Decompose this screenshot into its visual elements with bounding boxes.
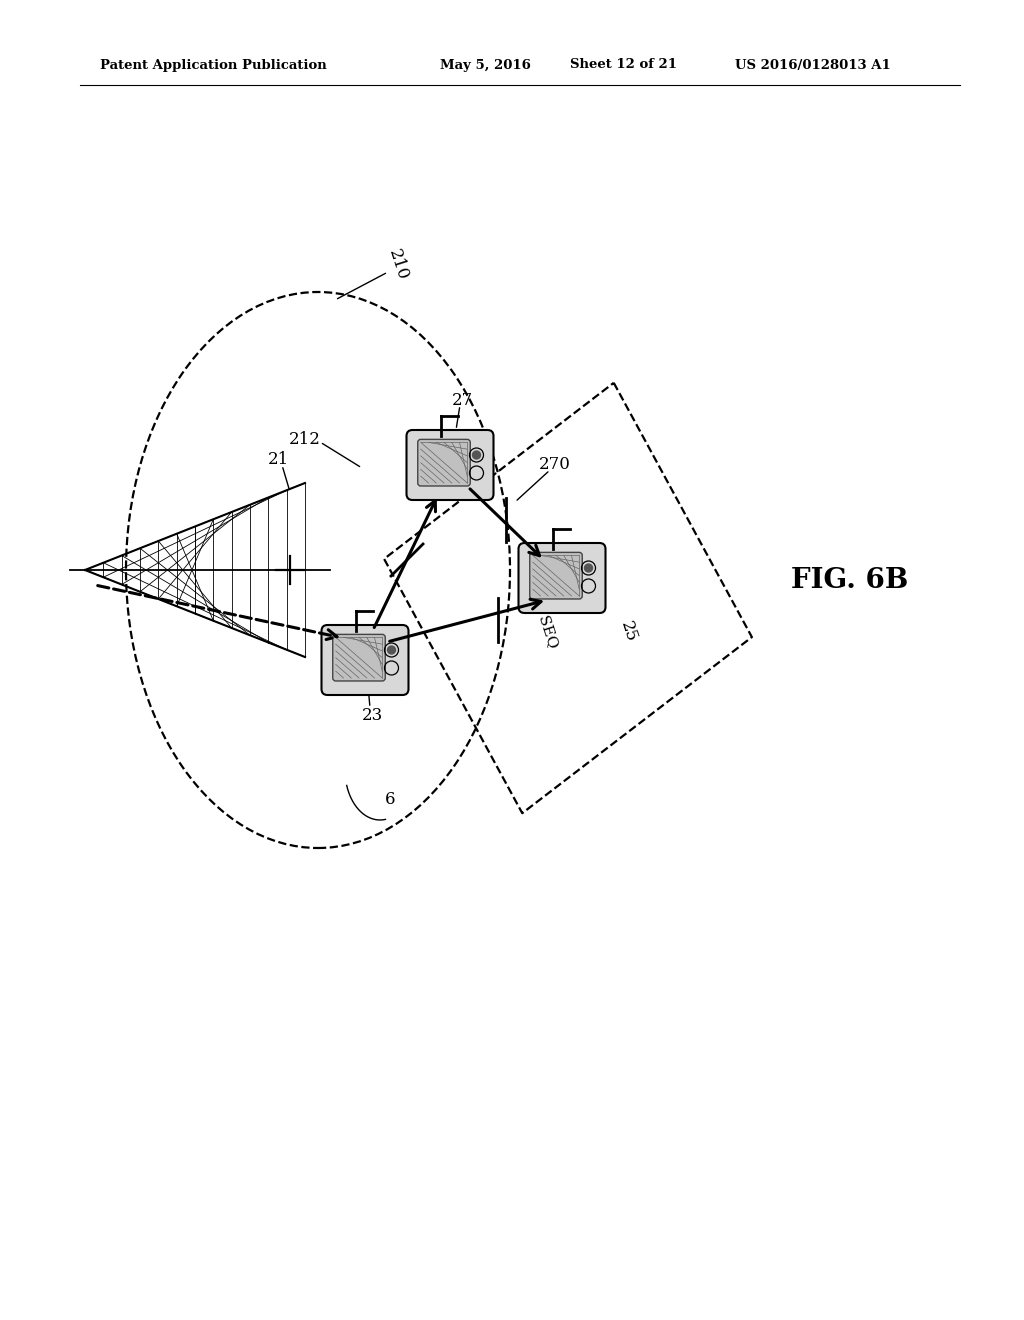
Text: 25: 25	[616, 619, 639, 644]
Text: 6: 6	[385, 792, 395, 808]
Text: Patent Application Publication: Patent Application Publication	[100, 58, 327, 71]
Text: Sheet 12 of 21: Sheet 12 of 21	[570, 58, 677, 71]
FancyBboxPatch shape	[333, 635, 385, 681]
Text: 21: 21	[267, 451, 289, 469]
Text: FIG. 6B: FIG. 6B	[792, 566, 908, 594]
Text: 270: 270	[539, 457, 571, 474]
FancyBboxPatch shape	[518, 543, 605, 612]
Text: 27: 27	[452, 392, 473, 408]
Circle shape	[387, 645, 395, 653]
Text: US 2016/0128013 A1: US 2016/0128013 A1	[735, 58, 891, 71]
FancyBboxPatch shape	[418, 440, 470, 486]
Text: 230 : SEQ: 230 : SEQ	[523, 570, 561, 649]
FancyBboxPatch shape	[322, 624, 409, 696]
FancyBboxPatch shape	[407, 430, 494, 500]
Circle shape	[472, 451, 480, 459]
Text: 210: 210	[385, 247, 411, 282]
Circle shape	[585, 564, 593, 572]
FancyBboxPatch shape	[529, 552, 583, 599]
Text: 23: 23	[361, 706, 383, 723]
Text: May 5, 2016: May 5, 2016	[440, 58, 530, 71]
Text: 212: 212	[289, 432, 321, 449]
